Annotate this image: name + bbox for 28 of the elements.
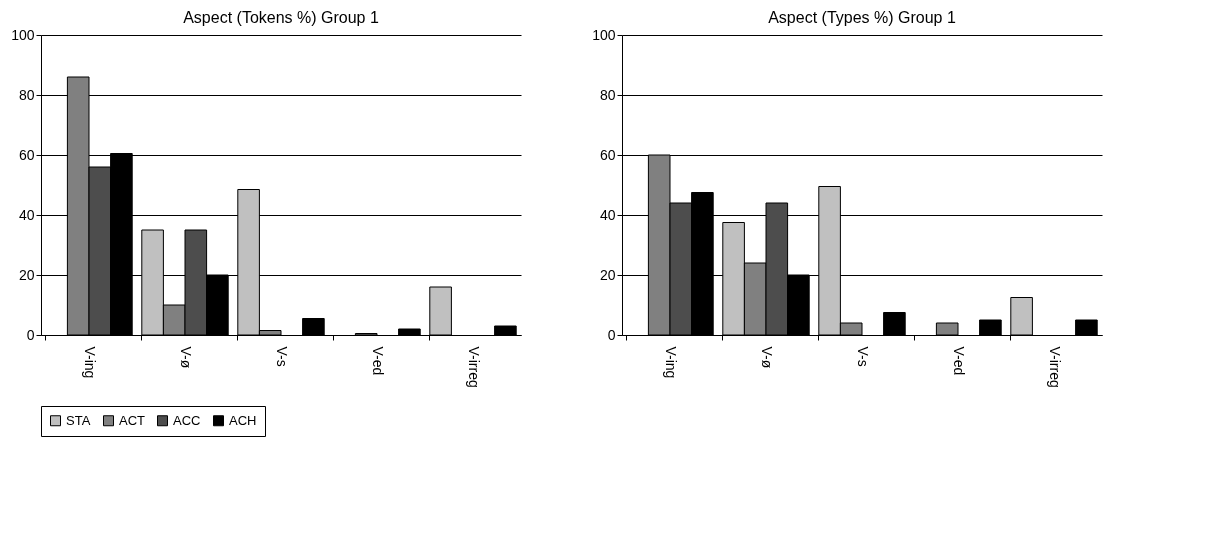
y-tick-label: 100 — [11, 26, 35, 43]
legend-label: ACT — [119, 412, 146, 428]
x-tick-label: V-irreg — [466, 346, 482, 388]
y-tick-label: 80 — [599, 86, 616, 103]
x-tick-label: V-ø — [178, 346, 194, 369]
y-tick-label: 0 — [26, 326, 35, 343]
legend-label: ACH — [229, 412, 257, 428]
y-tick-label: 40 — [18, 206, 35, 223]
x-tick-label: V-irreg — [1047, 346, 1063, 388]
y-tick-label: 20 — [599, 266, 616, 283]
y-tick-label: 20 — [18, 266, 35, 283]
legend-label: ACC — [173, 412, 201, 428]
x-tick-label: V-ing — [82, 346, 98, 379]
x-tick-label: V-ing — [663, 346, 679, 379]
x-tick-label: V-ed — [370, 346, 386, 376]
x-tick-label: V-ed — [951, 346, 967, 376]
chart-title: Aspect (Types %) Group 1 — [768, 9, 956, 26]
x-tick-label: V-ø — [759, 346, 775, 369]
y-tick-label: 40 — [599, 206, 616, 223]
y-tick-label: 80 — [18, 86, 35, 103]
y-tick-label: 60 — [599, 146, 616, 163]
y-tick-label: 100 — [592, 26, 616, 43]
y-tick-label: 60 — [18, 146, 35, 163]
chart-title: Aspect (Tokens %) Group 1 — [183, 9, 379, 26]
legend-label: STA — [66, 412, 91, 428]
x-tick-label: V-s — [855, 346, 871, 367]
y-tick-label: 0 — [607, 326, 616, 343]
x-tick-label: V-s — [274, 346, 290, 367]
